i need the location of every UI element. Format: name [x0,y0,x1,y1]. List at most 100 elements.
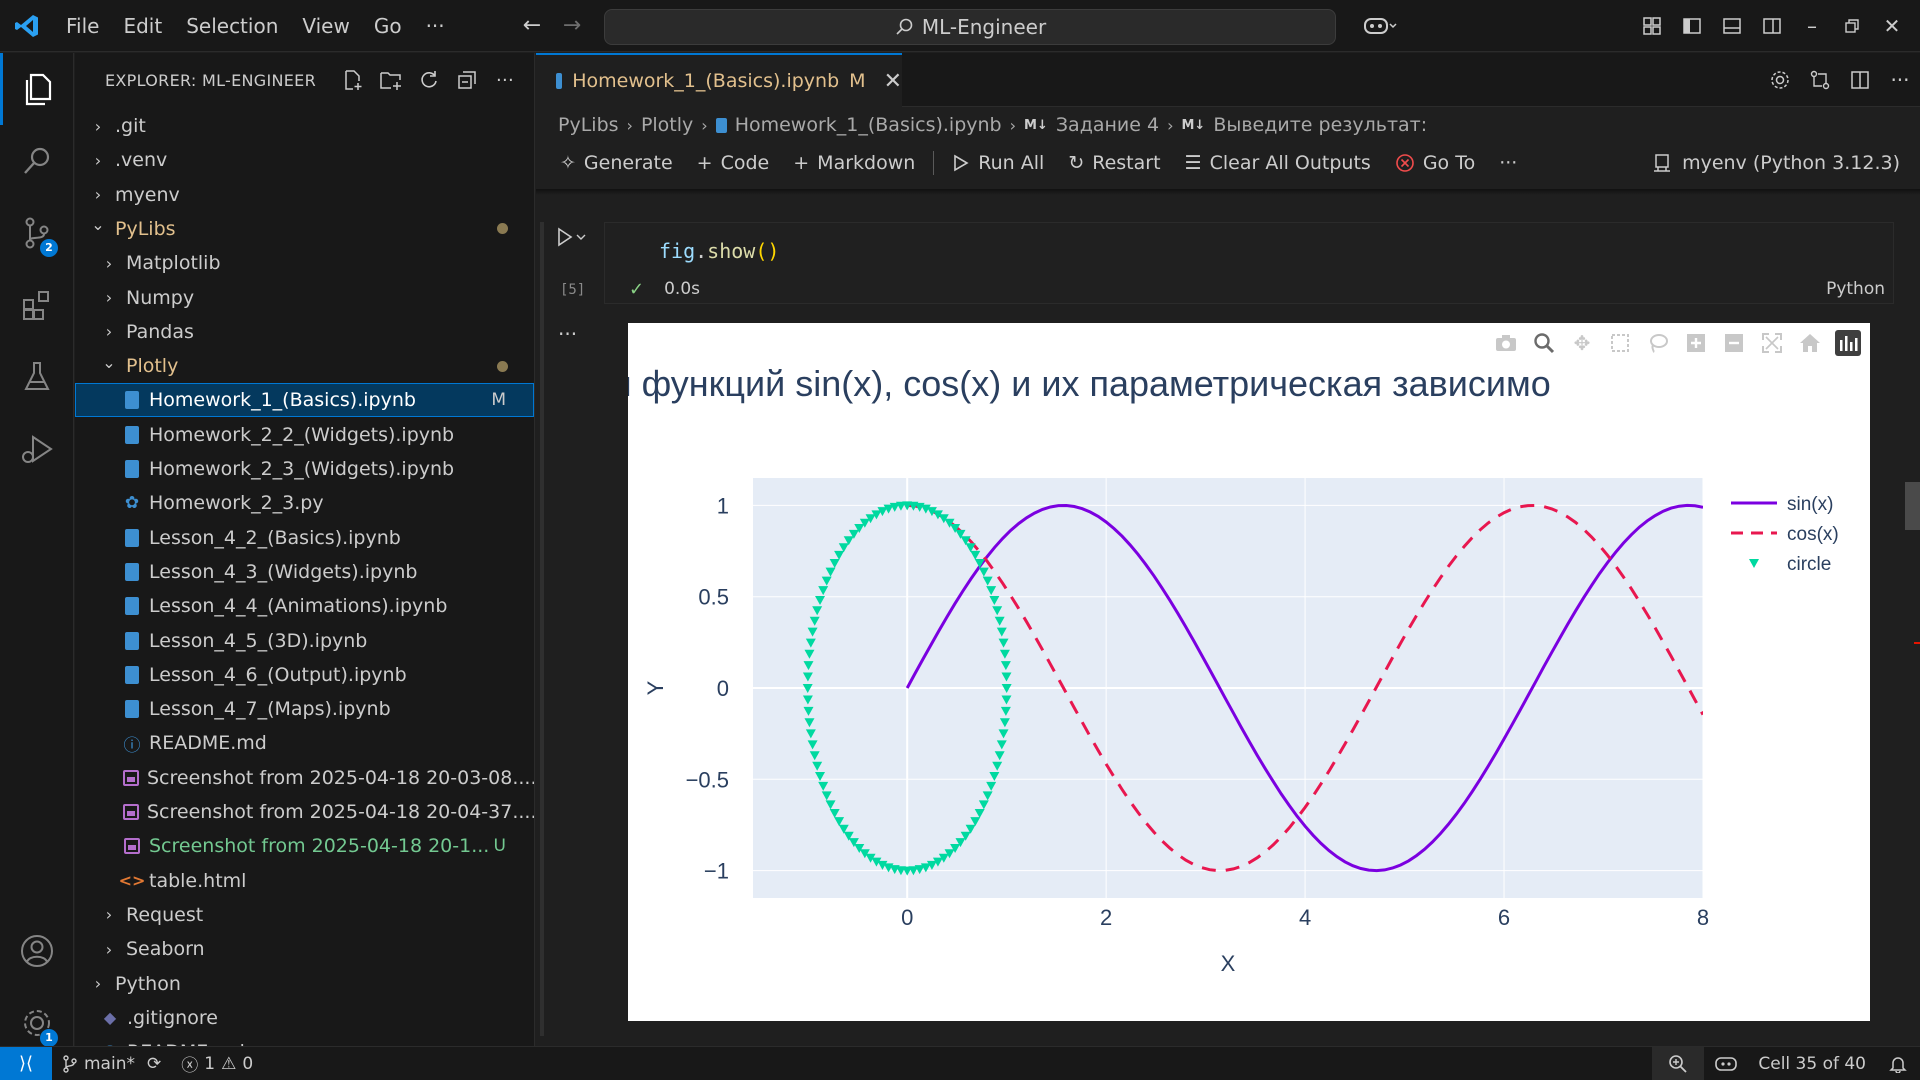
pan-icon[interactable]: ✥ [1573,331,1591,355]
back-arrow-icon[interactable]: ← [522,13,542,38]
run-cell-button[interactable] [552,222,592,252]
git-branch-status[interactable]: main* ⟳ [52,1047,171,1080]
tree-file[interactable]: ✿ Homework_2_3.py [75,486,534,520]
menu-edit[interactable]: Edit [123,13,163,38]
explorer-icon[interactable] [0,53,74,125]
cell-position-status[interactable]: Cell 35 of 40 [1748,1047,1876,1080]
add-markdown-cell-button[interactable]: + Markdown [781,143,927,183]
tree-file[interactable]: Screenshot from 2025-04-18 20-04-37.... [75,795,534,829]
tree-file[interactable]: Lesson_4_7_(Maps).ipynb [75,692,534,726]
command-center-search[interactable]: ML-Engineer [604,9,1336,45]
menu-file[interactable]: File [66,13,100,38]
run-all-button[interactable]: Run All [940,143,1056,183]
tree-file[interactable]: Homework_2_2_(Widgets).ipynb [75,418,534,452]
tree-folder[interactable]: › Request [75,898,534,932]
menu-selection[interactable]: Selection [186,13,279,38]
breadcrumb-item[interactable]: Задание 4 [1055,114,1160,136]
tree-file[interactable]: Lesson_4_3_(Widgets).ipynb [75,555,534,589]
toggle-secondary-sidebar-icon[interactable] [1752,0,1792,52]
tab-close-icon[interactable]: ✕ [883,68,902,94]
tree-folder[interactable]: › Python [75,967,534,1001]
tree-file[interactable]: Screenshot from 2025-04-18 20-03-08.... [75,761,534,795]
cell-output-more-icon[interactable]: ··· [558,322,578,346]
manage-gear-icon[interactable]: 1 [0,987,74,1059]
problems-status[interactable]: ⓧ 1 ⚠ 0 [171,1047,263,1080]
tree-file[interactable]: Screenshot from 2025-04-18 20-1... U [75,829,534,863]
tree-file[interactable]: Homework_2_3_(Widgets).ipynb [75,452,534,486]
tree-folder[interactable]: › Matplotlib [75,246,534,280]
plotly-logo-icon[interactable] [1834,329,1862,357]
tree-file[interactable]: Homework_1_(Basics).ipynb M [75,383,534,418]
box-select-icon[interactable] [1606,329,1634,357]
new-file-icon[interactable] [338,65,368,95]
copilot-icon[interactable] [1352,0,1408,52]
explorer-more-icon[interactable]: ··· [495,69,515,91]
testing-icon[interactable] [0,341,74,413]
notifications-bell-icon[interactable] [1876,1047,1920,1080]
autoscale-icon[interactable] [1758,329,1786,357]
breadcrumb-item[interactable]: Выведите результат: [1213,114,1428,136]
tree-folder[interactable]: › Numpy [75,281,534,315]
lasso-select-icon[interactable] [1644,329,1672,357]
new-folder-icon[interactable] [376,65,406,95]
refresh-icon[interactable] [414,65,444,95]
kernel-picker[interactable]: myenv (Python 3.12.3) [1652,143,1900,183]
extensions-icon[interactable] [0,269,74,341]
add-code-cell-button[interactable]: + Code [685,143,782,183]
menu-go[interactable]: Go [373,13,402,38]
tree-folder[interactable]: ⌄ PyLibs [75,212,534,246]
zoom-in-icon[interactable] [1682,329,1710,357]
tree-folder[interactable]: › Seaborn [75,932,534,966]
code-line[interactable]: fig.show() [659,239,779,263]
menu-view[interactable]: View [302,13,350,38]
tab-homework-notebook[interactable]: Homework_1_(Basics).ipynb M ✕ [536,53,902,107]
minimize-icon[interactable]: – [1807,14,1817,38]
tree-folder[interactable]: › Pandas [75,315,534,349]
collapse-all-icon[interactable] [452,65,482,95]
run-debug-icon[interactable] [0,413,74,485]
toggle-panel-icon[interactable] [1712,0,1752,52]
tree-file[interactable]: ◆ .gitignore [75,1001,534,1035]
camera-icon[interactable] [1492,329,1520,357]
restart-button[interactable]: ↻ Restart [1056,143,1172,183]
tree-file[interactable]: Lesson_4_2_(Basics).ipynb [75,521,534,555]
tree-file[interactable]: Lesson_4_6_(Output).ipynb [75,658,534,692]
reset-axes-home-icon[interactable] [1796,329,1824,357]
tree-file[interactable]: ⓘ README.md [75,726,534,760]
search-icon[interactable] [0,125,74,197]
breadcrumb-item[interactable]: Homework_1_(Basics).ipynb [734,114,1002,136]
tree-file[interactable]: <> table.html [75,864,534,898]
tree-file[interactable]: ⓘ README.md [75,1035,534,1046]
compare-changes-icon[interactable] [1800,53,1840,107]
zoom-out-icon[interactable] [1720,329,1748,357]
remote-indicator-icon[interactable]: ⟩⟨ [0,1046,52,1080]
zoom-status-icon[interactable] [1652,1047,1705,1080]
copilot-status-icon[interactable] [1704,1047,1748,1080]
toggle-primary-sidebar-icon[interactable] [1672,0,1712,52]
zoom-icon[interactable] [1530,329,1558,357]
close-window-icon[interactable]: ✕ [1883,14,1901,38]
tree-folder[interactable]: ⌄ Plotly [75,349,534,383]
breadcrumb-item[interactable]: Plotly [640,114,694,136]
split-editor-icon[interactable] [1840,53,1880,107]
editor-more-icon[interactable]: ··· [1890,68,1910,92]
breadcrumb-item[interactable]: PyLibs [558,114,619,136]
menu-more[interactable]: ··· [425,13,445,38]
notebook-settings-gear-icon[interactable] [1760,53,1800,107]
tree-file[interactable]: Lesson_4_5_(3D).ipynb [75,624,534,658]
forward-arrow-icon[interactable]: → [562,13,582,38]
cell-language[interactable]: Python [1826,279,1885,299]
clear-all-outputs-button[interactable]: ☰ Clear All Outputs [1173,143,1383,183]
tree-folder[interactable]: › .venv [75,143,534,177]
generate-button[interactable]: ✧ Generate [548,143,685,183]
restore-icon[interactable] [1832,0,1872,52]
source-control-icon[interactable]: 2 [0,197,74,269]
go-to-button[interactable]: Go To [1383,143,1487,183]
tree-folder[interactable]: › .git [75,109,534,143]
accounts-icon[interactable] [0,915,74,987]
toolbar-more-button[interactable]: ··· [1487,143,1529,183]
tree-folder[interactable]: › myenv [75,178,534,212]
customize-layout-icon[interactable] [1632,0,1672,52]
vertical-scrollbar[interactable] [1905,482,1920,530]
sync-icon[interactable]: ⟳ [146,1053,162,1074]
